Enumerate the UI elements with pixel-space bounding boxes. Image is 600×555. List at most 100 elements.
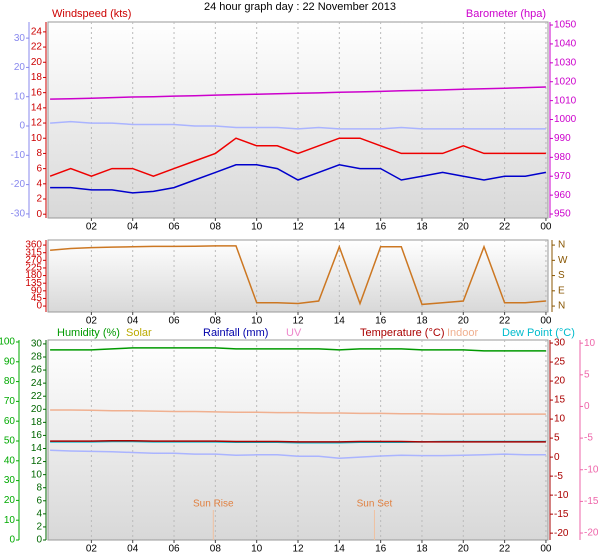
y-tick-label: 5: [584, 369, 590, 380]
y-tick-label: 24: [31, 378, 43, 389]
y-tick-label: 15: [554, 395, 566, 406]
y-tick-label: N: [558, 301, 565, 312]
y-tick-label: 50: [4, 436, 16, 447]
x-tick-label: 20: [458, 544, 470, 555]
legend-label: UV: [286, 327, 302, 339]
y-tick-label: 0: [19, 121, 25, 132]
x-tick-label: 22: [499, 544, 511, 555]
x-tick-label: 06: [168, 544, 180, 555]
y-tick-label: 24: [31, 27, 43, 38]
y-tick-label: 1050: [554, 20, 577, 31]
y-tick-label: 26: [31, 365, 43, 376]
legend-label: Humidity (%): [57, 327, 120, 339]
y-tick-label: 100: [0, 337, 15, 348]
y-tick-label: 30: [4, 475, 16, 486]
legend-label: Dew Point (°C): [502, 327, 575, 339]
x-tick-label: 14: [334, 222, 346, 233]
y-tick-label: 1000: [554, 114, 577, 125]
series-line: [50, 164, 547, 194]
annotation: Sun Rise: [193, 499, 234, 510]
y-tick-label: -10: [11, 150, 26, 161]
y-tick-label: 10: [4, 515, 16, 526]
y-tick-label: 360: [25, 240, 42, 251]
y-tick-label: 315: [25, 247, 42, 258]
y-tick-label: -20: [11, 179, 26, 190]
y-tick-label: 0: [9, 535, 15, 546]
y-tick-label: 0: [584, 401, 590, 412]
y-tick-label: 2: [36, 522, 42, 533]
y-tick-label: -30: [11, 209, 26, 220]
x-tick-label: 02: [86, 222, 98, 233]
series-line: [50, 347, 546, 352]
x-tick-label: 20: [458, 316, 470, 327]
legend-label: Rainfall (mm): [203, 327, 268, 339]
y-tick-label: 1030: [554, 57, 577, 68]
y-tick-label: -20: [554, 528, 569, 539]
y-tick-label: 14: [31, 443, 43, 454]
legend-label: Indoor: [447, 327, 479, 339]
x-tick-label: 16: [375, 316, 387, 327]
x-tick-label: 00: [540, 544, 552, 555]
x-tick-label: 22: [499, 316, 511, 327]
y-tick-label: 950: [554, 209, 571, 220]
y-tick-label: 225: [25, 263, 42, 274]
x-tick-label: 14: [334, 544, 346, 555]
x-tick-label: 12: [292, 316, 304, 327]
y-tick-label: -10: [554, 490, 569, 501]
x-tick-label: 02: [86, 316, 98, 327]
y-tick-label: 4: [36, 178, 42, 189]
y-tick-label: 14: [31, 102, 43, 113]
y-tick-label: 22: [31, 42, 43, 53]
y-tick-label: 30: [554, 338, 566, 349]
y-tick-label: -5: [584, 433, 593, 444]
y-tick-label: W: [558, 255, 568, 266]
y-tick-label: 28: [31, 352, 43, 363]
y-tick-label: 30: [31, 339, 43, 350]
y-tick-label: 10: [554, 414, 566, 425]
plot-area: [47, 21, 549, 219]
y-tick-label: 20: [31, 57, 43, 68]
y-tick-label: 20: [31, 404, 43, 415]
y-tick-label: -15: [584, 496, 599, 507]
page-title: 24 hour graph day : 22 November 2013: [204, 1, 396, 13]
series-line: [50, 86, 546, 100]
y-tick-label: 90: [4, 356, 16, 367]
x-tick-label: 18: [416, 222, 428, 233]
y-tick-label: 990: [554, 133, 571, 144]
y-tick-label: 30: [14, 33, 26, 44]
x-tick-label: 18: [416, 316, 428, 327]
y-tick-label: 6: [36, 495, 42, 506]
y-tick-label: 12: [31, 456, 43, 467]
y-tick-label: 10: [584, 338, 596, 349]
y-tick-label: 135: [25, 278, 42, 289]
x-tick-label: 18: [416, 544, 428, 555]
y-tick-label: 0: [554, 452, 560, 463]
y-tick-label: 1040: [554, 39, 577, 50]
x-tick-label: 02: [86, 544, 98, 555]
x-tick-label: 14: [334, 316, 346, 327]
series-line: [50, 409, 546, 415]
y-tick-label: 16: [31, 87, 43, 98]
x-tick-label: 16: [375, 222, 387, 233]
x-tick-label: 12: [292, 222, 304, 233]
x-tick-label: 12: [292, 544, 304, 555]
x-tick-label: 08: [210, 222, 222, 233]
y-tick-label: 0: [36, 301, 42, 312]
y-tick-label: 16: [31, 430, 43, 441]
y-tick-label: 40: [4, 455, 16, 466]
legend-label: Windspeed (kts): [52, 8, 131, 20]
y-tick-label: 8: [36, 148, 42, 159]
annotation: Sun Set: [357, 499, 393, 510]
y-tick-label: 80: [4, 376, 16, 387]
legend-label: Barometer (hpa): [466, 8, 546, 20]
x-tick-label: 08: [210, 544, 222, 555]
y-tick-label: 180: [25, 270, 42, 281]
x-tick-label: 04: [127, 544, 139, 555]
y-tick-label: 18: [31, 72, 43, 83]
x-tick-label: 16: [375, 544, 387, 555]
x-tick-label: 04: [127, 222, 139, 233]
y-tick-label: 1020: [554, 76, 577, 87]
y-tick-label: 980: [554, 152, 571, 163]
y-tick-label: 10: [31, 133, 43, 144]
